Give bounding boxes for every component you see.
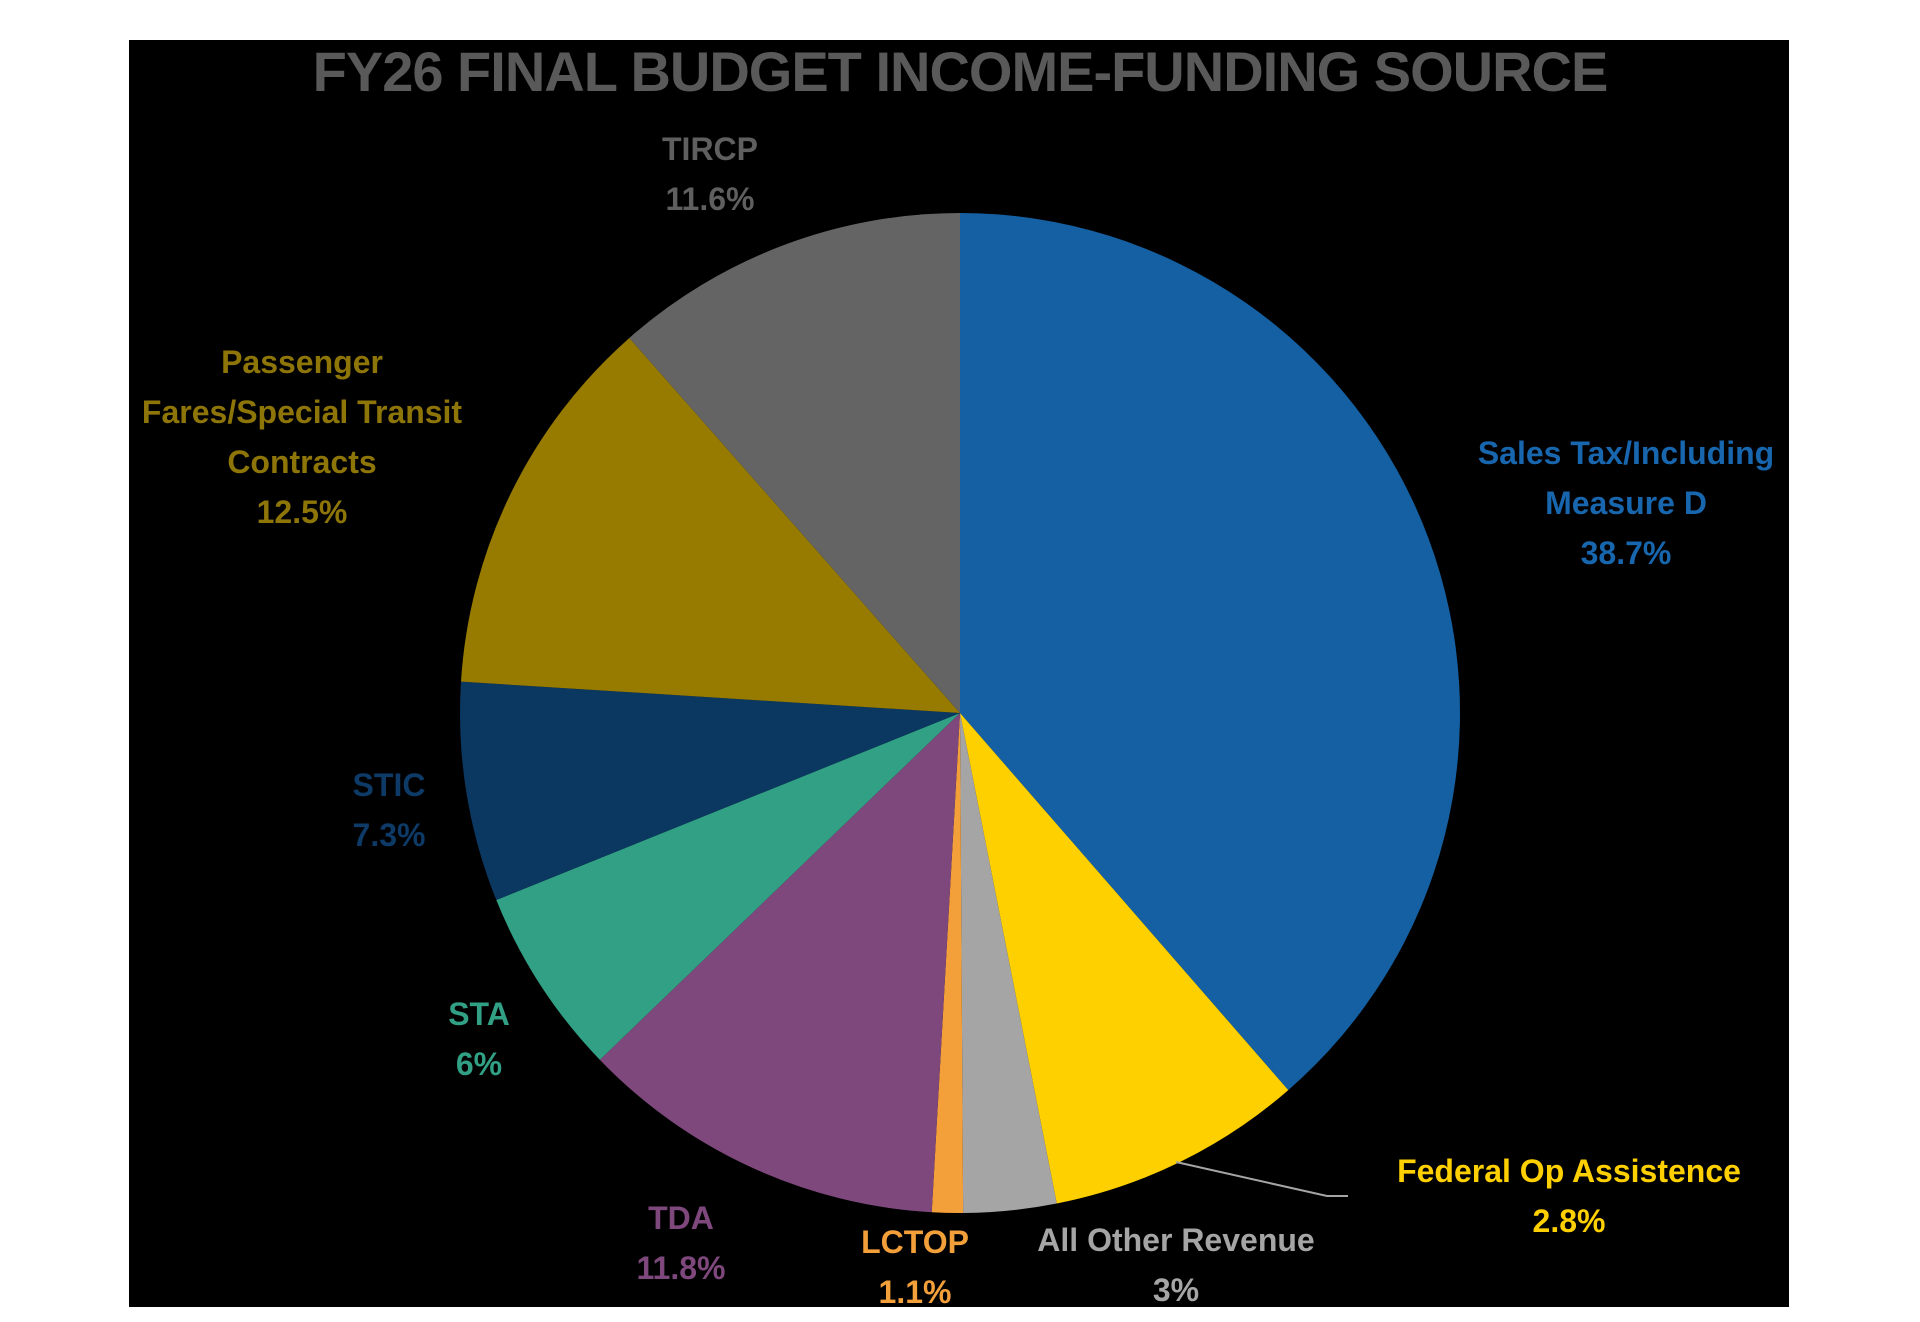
pie-slice-sta	[496, 713, 960, 1060]
label-text: All Other Revenue	[1037, 1222, 1315, 1258]
leader-line-federal	[1175, 1161, 1348, 1197]
label-text: Passenger	[221, 344, 383, 380]
pie-slice-tda	[599, 713, 960, 1213]
label-value: 3%	[1152, 1272, 1200, 1308]
label-text: STA	[448, 996, 510, 1032]
label-all-other-revenue: All Other Revenue 3%	[1037, 1215, 1314, 1315]
label-sta: STA 6%	[448, 989, 510, 1089]
label-value: 1.1%	[878, 1274, 952, 1310]
label-text: Fares/Special Transit	[141, 394, 463, 430]
label-value: 38.7%	[1580, 535, 1672, 571]
label-passenger-fares: Passenger Fares/Special Transit Contract…	[142, 337, 462, 537]
pie-slice-sales-tax-including-measure-d	[960, 213, 1461, 1091]
pie-slice-stic	[460, 681, 960, 900]
label-value: 12.5%	[256, 494, 348, 530]
label-tda: TDA 11.8%	[637, 1193, 726, 1293]
pie-slice-federal-op-assistence	[960, 713, 1289, 1204]
pie-slice-tircp	[629, 213, 960, 713]
label-federal: Federal Op Assistence 2.8%	[1397, 1146, 1741, 1246]
chart-title: FY26 FINAL BUDGET INCOME-FUNDING SOURCE	[312, 40, 1609, 103]
label-text: TIRCP	[662, 131, 758, 167]
label-text: Federal Op Assistence	[1397, 1153, 1741, 1189]
label-text: LCTOP	[861, 1224, 969, 1260]
label-value: 6%	[455, 1046, 503, 1082]
label-value: 11.8%	[636, 1250, 726, 1286]
label-sales-tax: Sales Tax/Including Measure D 38.7%	[1478, 428, 1774, 578]
pie-slice-all-other-revenue	[960, 713, 1057, 1213]
label-text: Measure D	[1545, 485, 1707, 521]
label-lctop: LCTOP 1.1%	[861, 1217, 969, 1317]
label-text: STIC	[352, 767, 426, 803]
label-value: 11.6%	[665, 181, 755, 217]
label-text: Sales Tax/Including	[1477, 435, 1775, 471]
label-tircp: TIRCP 11.6%	[662, 124, 758, 224]
label-value: 7.3%	[352, 817, 426, 853]
label-text: TDA	[648, 1200, 714, 1236]
label-text: Contracts	[227, 444, 377, 480]
label-value: 2.8%	[1532, 1203, 1606, 1239]
pie-slice-lctop	[931, 713, 964, 1213]
pie-slice-passenger-fares-special-transit-contracts	[460, 337, 960, 713]
label-stic: STIC 7.3%	[353, 760, 426, 860]
